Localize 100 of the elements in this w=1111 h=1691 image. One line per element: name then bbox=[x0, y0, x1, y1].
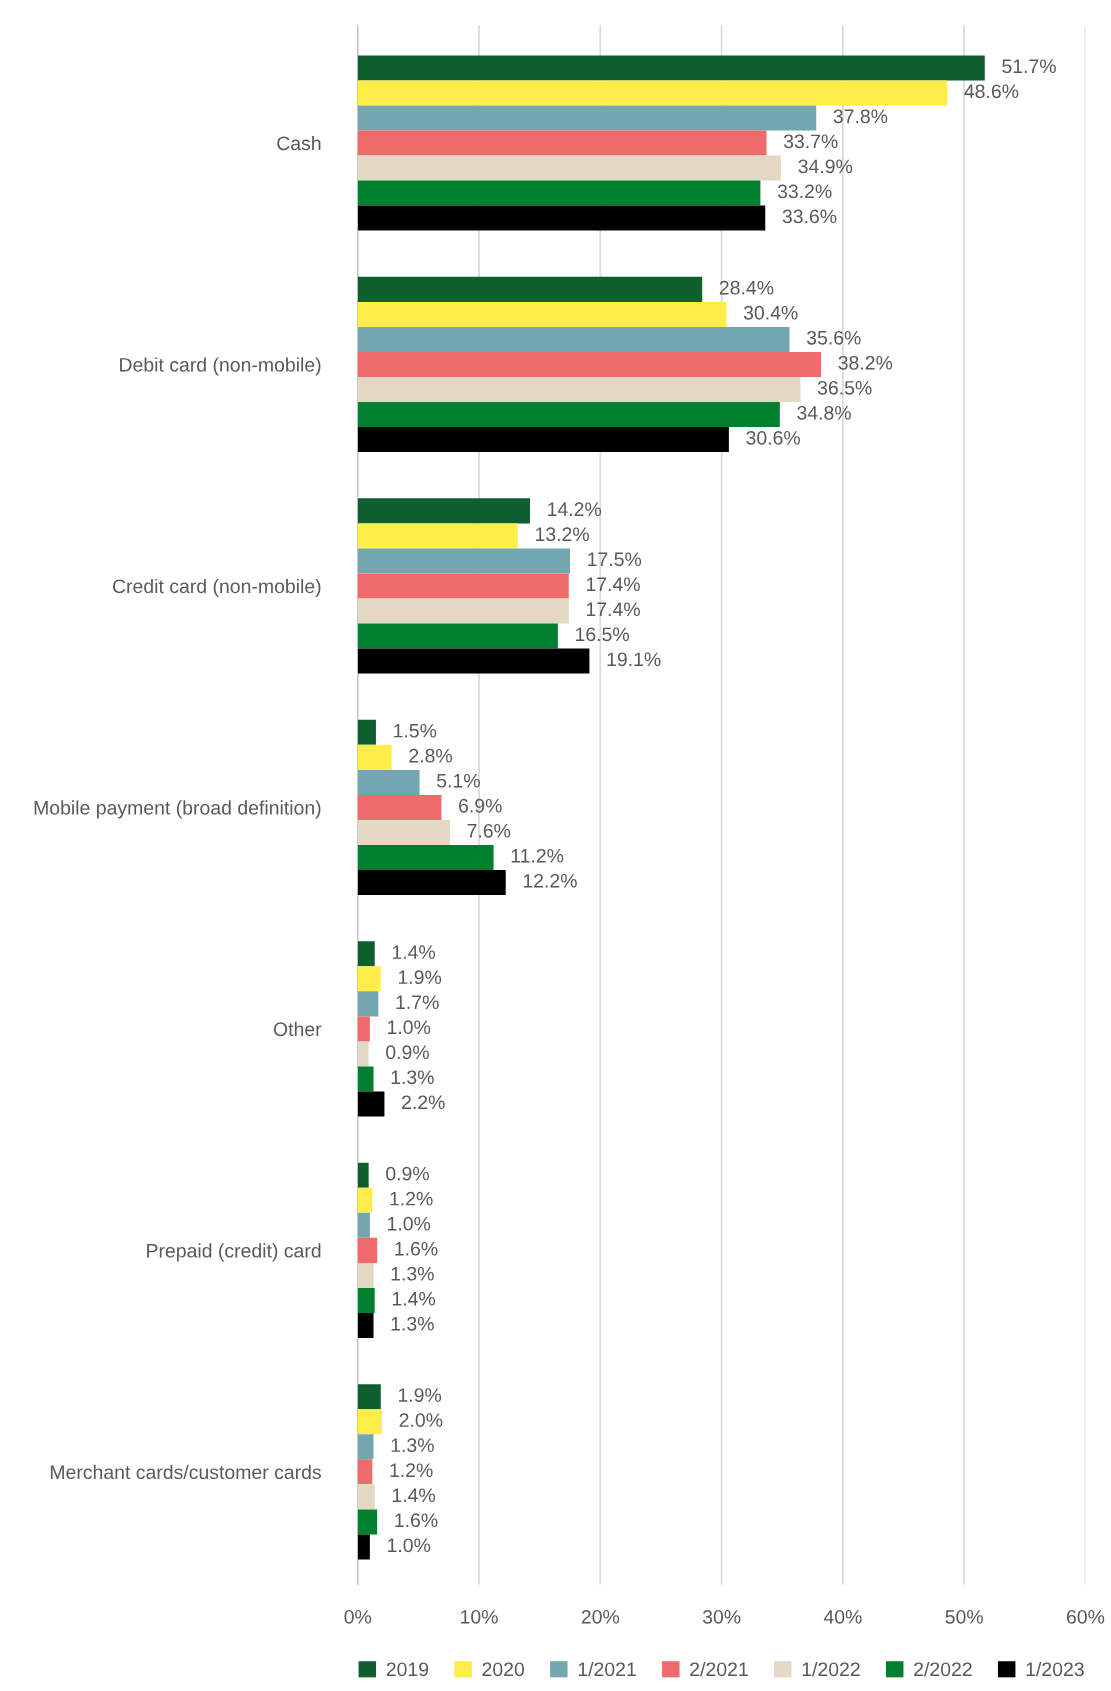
data-label: 48.6% bbox=[964, 84, 1019, 99]
bar bbox=[357, 1384, 381, 1410]
legend-label: 2/2022 bbox=[914, 1661, 972, 1677]
data-label: 17.4% bbox=[586, 602, 640, 617]
bar bbox=[357, 548, 570, 574]
y-tick-label: Cash bbox=[277, 135, 321, 151]
bar bbox=[357, 1312, 374, 1338]
bar bbox=[357, 1091, 385, 1117]
bar bbox=[357, 794, 442, 820]
bar bbox=[357, 376, 801, 402]
bar bbox=[357, 1287, 375, 1313]
legend-label: 2020 bbox=[482, 1662, 525, 1677]
bar bbox=[357, 1066, 374, 1092]
y-tick-label: Merchant cards/customer cards bbox=[50, 1464, 321, 1480]
bar bbox=[357, 130, 767, 156]
bar bbox=[357, 1212, 370, 1238]
x-tick-label: 50% bbox=[945, 1609, 983, 1624]
data-label: 28.4% bbox=[719, 280, 774, 295]
y-tick-label: Credit card (non-mobile) bbox=[112, 578, 321, 598]
data-label: 2.2% bbox=[402, 1095, 445, 1110]
bar bbox=[357, 402, 780, 428]
bar bbox=[357, 1434, 374, 1460]
bar bbox=[357, 1459, 373, 1485]
bar bbox=[357, 719, 376, 745]
bar bbox=[357, 648, 590, 674]
x-tick-label: 40% bbox=[823, 1609, 862, 1624]
bar bbox=[357, 598, 569, 624]
legend-label: 2/2021 bbox=[690, 1661, 748, 1677]
x-tick-label: 20% bbox=[581, 1609, 620, 1624]
data-label: 51.7% bbox=[1002, 59, 1056, 74]
bar bbox=[357, 205, 766, 231]
data-label: 14.2% bbox=[548, 502, 602, 517]
data-label: 1.3% bbox=[391, 1316, 434, 1331]
bar bbox=[357, 1237, 378, 1263]
legend-label: 1/2022 bbox=[802, 1661, 860, 1677]
bar bbox=[357, 1262, 374, 1288]
data-label: 1.4% bbox=[392, 945, 436, 959]
data-label: 1.9% bbox=[398, 970, 442, 985]
data-label: 2.0% bbox=[399, 1413, 443, 1428]
data-label: 1.2% bbox=[390, 1191, 433, 1206]
bar bbox=[357, 573, 569, 599]
bar bbox=[357, 155, 782, 181]
legend-label: 2019 bbox=[386, 1662, 429, 1677]
data-label: 30.6% bbox=[746, 430, 800, 445]
data-label: 34.8% bbox=[797, 405, 851, 420]
bar bbox=[357, 844, 494, 870]
legend-label: 1/2023 bbox=[1026, 1661, 1084, 1677]
bar bbox=[357, 80, 948, 106]
data-label: 12.2% bbox=[523, 873, 577, 888]
data-label: 0.9% bbox=[386, 1166, 429, 1181]
bar bbox=[357, 744, 392, 770]
data-label: 6.9% bbox=[459, 798, 502, 813]
bar bbox=[357, 498, 530, 524]
data-label: 37.8% bbox=[833, 109, 888, 124]
data-label: 36.5% bbox=[817, 380, 872, 395]
y-tick-label: Mobile payment (broad definition) bbox=[34, 800, 321, 819]
bar bbox=[357, 1162, 369, 1188]
data-label: 17.4% bbox=[586, 577, 640, 592]
bar bbox=[357, 276, 703, 302]
bar bbox=[357, 180, 761, 206]
data-label: 2.8% bbox=[409, 748, 452, 763]
bar bbox=[357, 326, 790, 352]
data-label: 35.6% bbox=[806, 330, 861, 345]
x-tick-label: 30% bbox=[702, 1609, 741, 1624]
bar bbox=[357, 55, 985, 81]
data-label: 1.5% bbox=[394, 723, 437, 738]
bar bbox=[357, 523, 518, 549]
data-label: 1.0% bbox=[388, 1020, 431, 1035]
bar bbox=[357, 869, 506, 896]
data-label: 1.2% bbox=[390, 1463, 433, 1477]
data-label: 1.4% bbox=[392, 1488, 436, 1503]
bar bbox=[357, 1409, 382, 1435]
data-label: 11.2% bbox=[511, 848, 564, 863]
bar bbox=[357, 966, 381, 992]
bar bbox=[357, 991, 379, 1017]
data-label: 1.3% bbox=[391, 1070, 434, 1085]
data-label: 1.9% bbox=[398, 1388, 442, 1402]
bar bbox=[357, 769, 420, 795]
bar bbox=[357, 301, 727, 327]
bar bbox=[357, 623, 558, 649]
legend-label: 1/2021 bbox=[578, 1661, 636, 1677]
data-label: 1.6% bbox=[395, 1513, 438, 1528]
data-label: 5.1% bbox=[437, 773, 480, 788]
data-label: 7.6% bbox=[467, 823, 511, 838]
x-tick-label: 0% bbox=[344, 1609, 372, 1624]
bar bbox=[357, 1484, 375, 1510]
y-tick-label: Debit card (non-mobile) bbox=[120, 357, 321, 376]
data-label: 1.3% bbox=[391, 1266, 434, 1281]
data-label: 1.3% bbox=[391, 1438, 434, 1453]
data-label: 16.5% bbox=[576, 627, 629, 642]
data-label: 17.5% bbox=[588, 552, 642, 567]
data-label: 0.9% bbox=[386, 1045, 429, 1060]
x-tick-label: 60% bbox=[1066, 1609, 1105, 1624]
bar bbox=[357, 1509, 378, 1535]
bar bbox=[357, 941, 375, 967]
bar bbox=[357, 1187, 373, 1213]
bar bbox=[357, 1534, 370, 1560]
data-label: 33.6% bbox=[782, 209, 837, 224]
x-tick-label: 10% bbox=[461, 1609, 498, 1624]
bar bbox=[357, 427, 729, 453]
